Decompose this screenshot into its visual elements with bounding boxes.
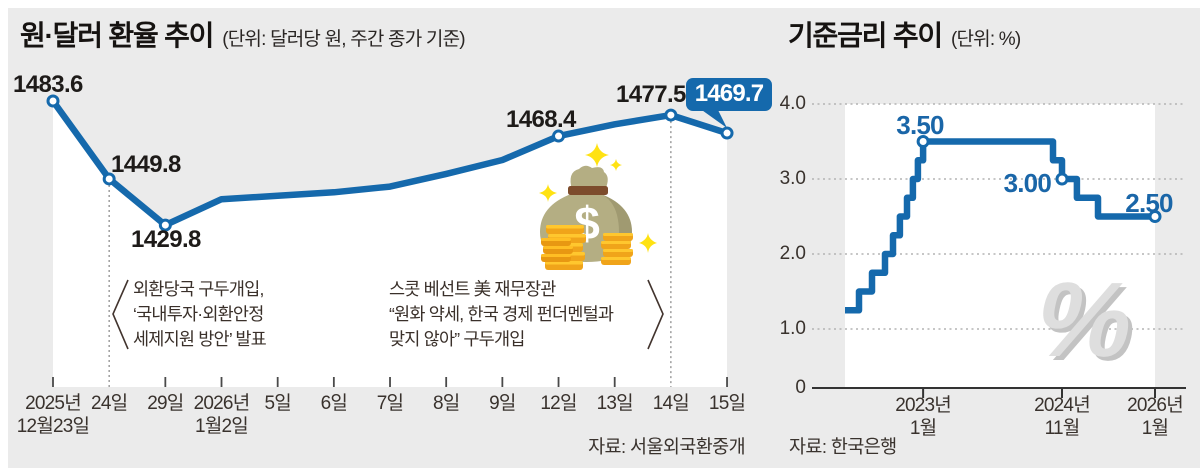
annotation-line: 스콧 베선트 美 재무장관 bbox=[389, 279, 556, 299]
x-axis-label: 14일 bbox=[616, 392, 726, 415]
x-axis-label: 5일 bbox=[223, 392, 333, 415]
annotation-line: “원화 약세, 한국 경제 펀더멘털과 bbox=[389, 304, 614, 324]
fx-chart-unit: (단위: 달러당 원, 주간 종가 기준) bbox=[222, 29, 465, 50]
y-axis-label: 0 bbox=[795, 377, 806, 398]
x-axis-label: 12일 bbox=[504, 392, 614, 415]
x-axis-label-line: 7일 bbox=[376, 393, 404, 414]
rate-chart-unit: (단위: %) bbox=[950, 29, 1021, 50]
x-axis-label-line: 5일 bbox=[264, 393, 291, 414]
rate-value-label: 2.50 bbox=[1125, 188, 1173, 218]
rate-chart-header: 기준금리 추이 (단위: %) bbox=[788, 14, 1021, 54]
y-axis-label: 1.0 bbox=[779, 318, 806, 339]
fx-annotation-intervention: 외환당국 구두개입, ‘국내투자·외환안정 세제지원 방안’ 발표 bbox=[133, 277, 267, 352]
data-label: 1429.8 bbox=[131, 226, 201, 253]
data-label: 1477.5 bbox=[616, 81, 686, 108]
fx-source-label: 자료: 서울외국환중개 bbox=[588, 436, 745, 457]
annotation-line: 외환당국 구두개입, bbox=[133, 279, 264, 299]
x-axis-label-line: 8일 bbox=[432, 393, 460, 414]
y-axis-label: 3.0 bbox=[779, 168, 806, 189]
x-axis-label: 9일 bbox=[447, 392, 557, 415]
fx-area-fill bbox=[53, 101, 727, 387]
x-axis-label-line: 1월2일 bbox=[195, 416, 249, 437]
rate-value-label: 3.00 bbox=[1003, 168, 1052, 198]
x-axis-label-line: 12월23일 bbox=[16, 416, 90, 437]
x-axis-label-line: 13일 bbox=[596, 393, 634, 414]
x-axis-label-line: 29일 bbox=[147, 393, 184, 414]
fx-dotted-guides bbox=[108, 121, 672, 387]
rate-value-label: 3.50 bbox=[896, 110, 944, 140]
fx-area-under-line bbox=[53, 101, 727, 387]
data-point-marker bbox=[1148, 210, 1162, 223]
data-point-marker bbox=[664, 108, 678, 122]
money-bag-icon: $ bbox=[539, 143, 657, 270]
data-point-marker bbox=[1055, 172, 1069, 186]
annotation-line: ‘국내투자·외환안정 bbox=[133, 304, 264, 324]
y-axis-label: 4.0 bbox=[779, 93, 806, 114]
data-point-marker bbox=[158, 218, 172, 232]
fx-axis-ticks bbox=[52, 377, 728, 387]
rate-chart-title: 기준금리 추이 bbox=[788, 20, 943, 51]
x-axis-label-line: 6일 bbox=[320, 393, 348, 414]
annotation-line: 맞지 않아” 구두개입 bbox=[389, 329, 525, 349]
x-axis-label-line: 9일 bbox=[489, 393, 516, 414]
x-axis-label: 2025년 12월23일 bbox=[0, 392, 108, 438]
rate-step-path bbox=[845, 138, 1155, 314]
latest-value-label: 1469.7 bbox=[694, 80, 764, 107]
data-point-marker bbox=[916, 135, 930, 148]
x-axis-label-line: 24일 bbox=[91, 393, 128, 414]
x-axis-label: 13일 bbox=[560, 392, 670, 415]
x-axis-label-line: 2025년 bbox=[25, 393, 82, 414]
x-axis-label-line: 1월 bbox=[1141, 418, 1169, 439]
data-label: 1483.6 bbox=[13, 71, 83, 98]
data-label: 1449.8 bbox=[111, 151, 181, 178]
data-point-marker bbox=[552, 129, 566, 143]
rate-gridlines bbox=[812, 103, 1186, 330]
fx-data-point-markers bbox=[46, 94, 734, 232]
data-point-marker bbox=[720, 126, 734, 140]
x-axis-label-line: 12일 bbox=[540, 393, 577, 414]
right-annotation-bracket-icon bbox=[647, 279, 664, 350]
data-point-marker bbox=[102, 172, 116, 186]
left-annotation-bracket-icon bbox=[112, 279, 129, 350]
x-axis-label: 2026년 1월 bbox=[1100, 394, 1200, 440]
x-axis-label-line: 2023년 bbox=[895, 395, 952, 416]
annotation-line: 세제지원 방안’ 발표 bbox=[133, 329, 267, 349]
x-axis-label: 29일 bbox=[110, 392, 220, 415]
x-axis-label: 7일 bbox=[335, 392, 445, 415]
x-axis-label-line: 14일 bbox=[652, 393, 690, 414]
fx-annotation-bessent: 스콧 베선트 美 재무장관 “원화 약세, 한국 경제 펀더멘털과 맞지 않아”… bbox=[389, 277, 614, 352]
x-axis-label-line: 2026년 bbox=[1127, 395, 1184, 416]
x-axis-label: 6일 bbox=[279, 392, 389, 415]
x-axis-label-line: 2026년 bbox=[193, 393, 251, 414]
coin-stack-icon bbox=[541, 225, 633, 270]
x-axis-label: 8일 bbox=[391, 392, 501, 415]
x-axis-label-line: 2024년 bbox=[1034, 395, 1091, 416]
rate-plot-area bbox=[845, 104, 1155, 388]
x-axis-label-line: 11월 bbox=[1044, 418, 1081, 439]
x-axis-label: 2026년 1월2일 bbox=[167, 392, 277, 438]
x-axis-label: 2023년 1월 bbox=[868, 394, 978, 440]
x-axis-label: 15일 bbox=[672, 392, 782, 415]
x-axis-label: 2024년 11월 bbox=[1007, 394, 1117, 440]
data-point-marker bbox=[46, 94, 60, 108]
data-label: 1468.4 bbox=[506, 106, 576, 133]
latest-value-callout-bubble bbox=[686, 78, 772, 128]
x-axis-label: 24일 bbox=[54, 392, 164, 415]
x-axis-label-line: 15일 bbox=[708, 393, 746, 414]
rate-x-axis bbox=[812, 387, 1186, 398]
fx-chart-header: 원·달러 환율 추이 (단위: 달러당 원, 주간 종가 기준) bbox=[20, 14, 466, 54]
rate-step-line bbox=[845, 138, 1155, 314]
rate-data-point-markers bbox=[916, 135, 1162, 223]
fx-chart-title: 원·달러 환율 추이 bbox=[20, 20, 214, 51]
x-axis-label-line: 1월 bbox=[909, 418, 937, 439]
rate-source-label: 자료: 한국은행 bbox=[789, 436, 897, 457]
y-axis-label: 2.0 bbox=[779, 243, 806, 264]
